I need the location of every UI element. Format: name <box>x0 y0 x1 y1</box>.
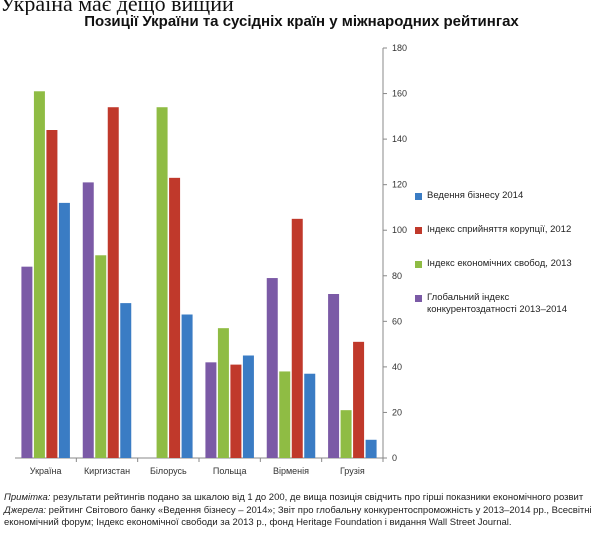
bar <box>95 255 107 458</box>
bar <box>46 130 58 458</box>
bar <box>365 439 377 458</box>
legend-item: Ведення бізнесу 2014 <box>415 190 601 202</box>
note-text: результати рейтингів подано за шкалою ві… <box>50 492 584 503</box>
bar <box>205 362 217 458</box>
bar <box>291 218 303 458</box>
bar <box>230 364 242 458</box>
legend-label: Ведення бізнесу 2014 <box>427 190 524 201</box>
bar-chart: 0 20 40 60 80 100 120 140 160 180 Україна Киргизста… <box>15 43 407 476</box>
bar <box>156 107 168 458</box>
legend-item: Глобальний індекс конкурентоздатності 20… <box>415 292 601 316</box>
legend-item: Індекс економічних свобод, 2013 <box>415 258 601 270</box>
note-line: Примітка: результати рейтингів подано за… <box>4 492 602 505</box>
x-tick-label: Грузія <box>340 466 365 476</box>
bar <box>82 182 94 458</box>
y-tick-label: 180 <box>392 43 407 53</box>
bar <box>58 202 70 458</box>
bar <box>279 371 291 458</box>
y-tick-label: 140 <box>392 134 407 144</box>
x-tick-label: Польща <box>213 466 247 476</box>
bar <box>217 328 229 458</box>
chart-notes: Примітка: результати рейтингів подано за… <box>4 492 602 530</box>
y-tick-label: 120 <box>392 180 407 190</box>
y-tick-label: 100 <box>392 225 407 235</box>
legend-swatch <box>415 295 422 302</box>
chart-title: Позиції України та сусідніх країн у міжн… <box>84 13 519 30</box>
bar <box>304 373 316 458</box>
y-tick-label: 20 <box>392 407 402 417</box>
y-tick-label: 80 <box>392 271 402 281</box>
legend-label: Індекс економічних свобод, 2013 <box>427 258 572 269</box>
sources-line: Джерела: рейтинг Світового банку «Веденн… <box>4 505 602 530</box>
bar <box>242 355 254 458</box>
y-tick-label: 40 <box>392 362 402 372</box>
x-tick-label: Україна <box>30 466 62 476</box>
sources-text: рейтинг Світового банку «Ведення бізнесу… <box>4 504 592 529</box>
bar <box>353 341 365 458</box>
bar <box>181 314 193 458</box>
x-tick-label: Киргизстан <box>84 466 130 476</box>
bar <box>21 266 33 458</box>
legend-item: Індекс сприйняття корупції, 2012 <box>415 224 601 236</box>
x-tick-label: Вірменія <box>273 466 309 476</box>
y-tick-label: 0 <box>392 453 397 463</box>
bar <box>328 294 340 458</box>
bar <box>340 410 352 458</box>
bar <box>33 91 45 459</box>
legend-swatch <box>415 227 422 234</box>
y-tick-label: 160 <box>392 89 407 99</box>
bar <box>266 278 278 458</box>
bar <box>169 177 181 459</box>
bar <box>107 107 119 458</box>
header-text-fragment: Україна має дещо вищий <box>0 0 234 15</box>
chart-legend: Ведення бізнесу 2014 Індекс сприйняття ко… <box>415 190 601 316</box>
legend-label: Індекс сприйняття корупції, 2012 <box>427 224 572 235</box>
x-tick-label: Білорусь <box>150 466 187 476</box>
legend-swatch <box>415 193 422 200</box>
y-tick-label: 60 <box>392 316 402 326</box>
bar <box>120 303 132 458</box>
note-label: Примітка: <box>4 492 51 503</box>
legend-swatch <box>415 261 422 268</box>
legend-label: Глобальний індекс конкурентоздатності 20… <box>427 292 567 315</box>
sources-label: Джерела: <box>4 504 47 516</box>
